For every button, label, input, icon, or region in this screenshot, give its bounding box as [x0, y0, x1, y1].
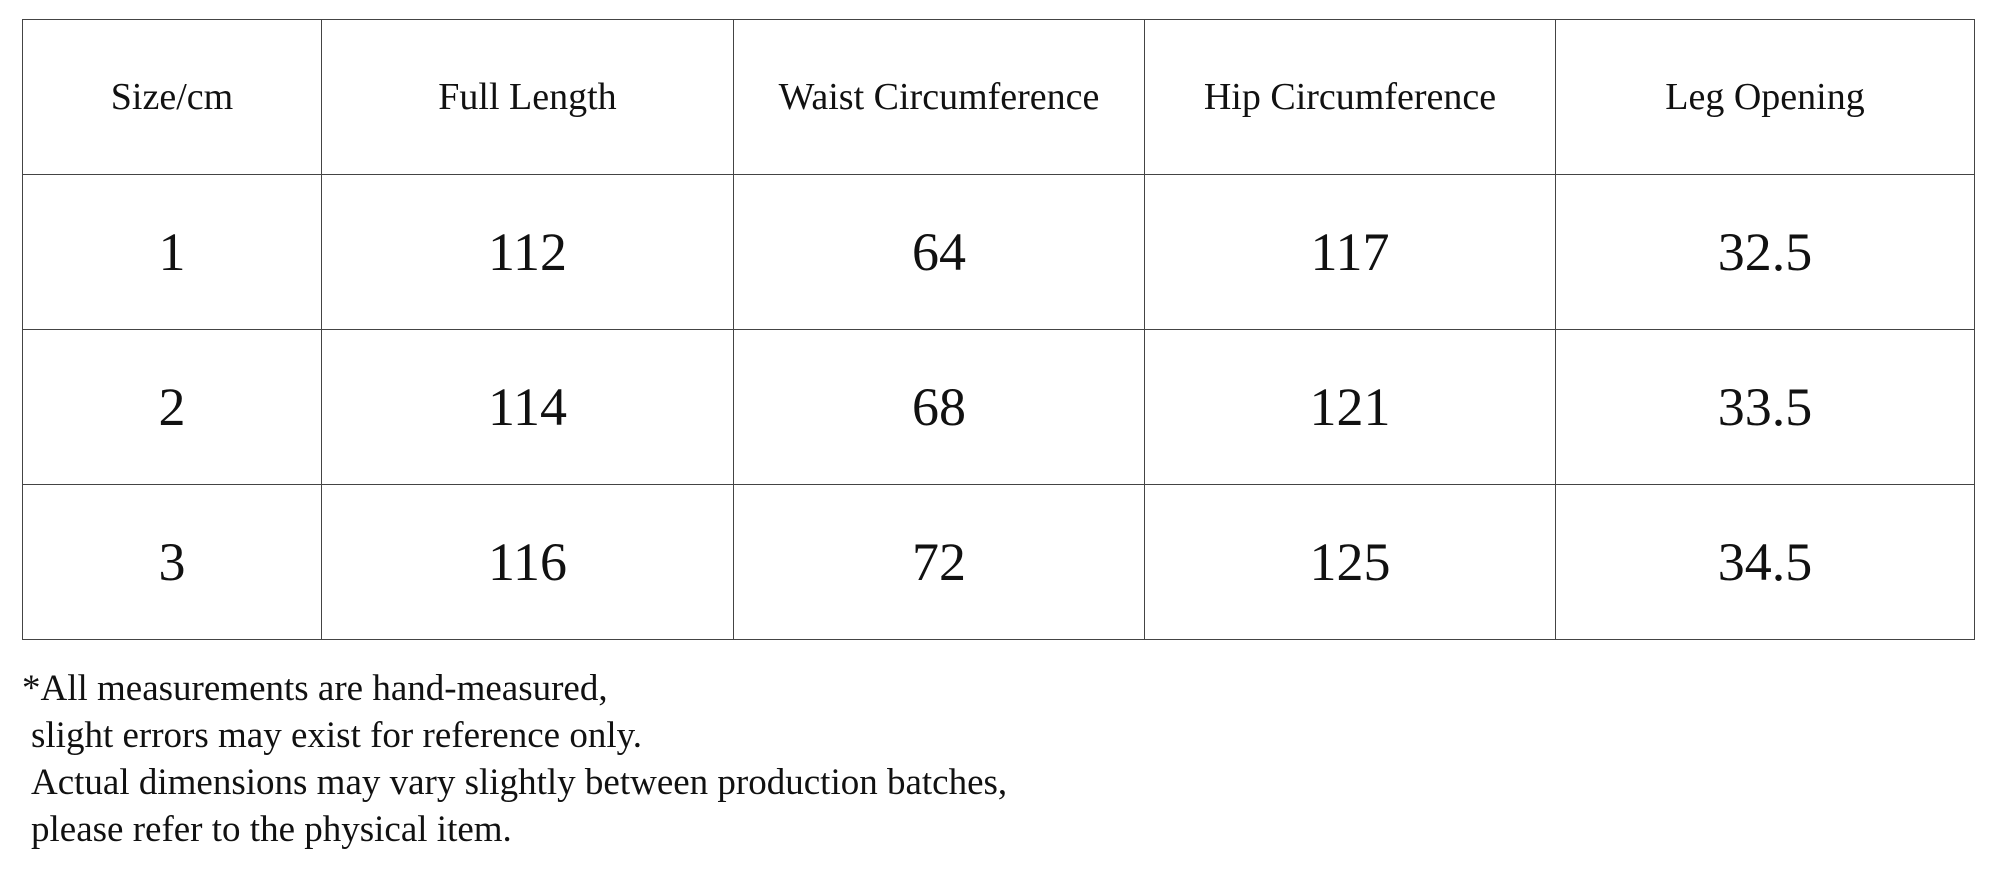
table-cell: 1 [22, 174, 322, 330]
table-cell: 32.5 [1555, 174, 1975, 330]
table-cell: 64 [733, 174, 1145, 330]
note-line: slight errors may exist for reference on… [31, 715, 642, 756]
note-line: please refer to the physical item. [31, 809, 512, 850]
table-cell: 72 [733, 484, 1145, 640]
table-cell: 121 [1144, 329, 1556, 485]
table-cell: 33.5 [1555, 329, 1975, 485]
header-cell: Waist Circumference [733, 19, 1145, 175]
table-cell: 2 [22, 329, 322, 485]
header-cell: Leg Opening [1555, 19, 1975, 175]
header-row: Size/cm Full Length Waist Circumference Hip… [22, 19, 1975, 175]
size-table: Size/cm Full Length Waist Circumference Hip… [22, 19, 1975, 640]
header-cell: Full Length [321, 19, 734, 175]
table-cell: 112 [321, 174, 734, 330]
note: *All measurements are hand-measured, slig… [22, 665, 1007, 853]
table-cell: 114 [321, 329, 734, 485]
table-cell: 68 [733, 329, 1145, 485]
table-row: 2 114 68 121 33.5 [22, 329, 1975, 485]
table-row: 1 112 64 117 32.5 [22, 174, 1975, 330]
header-cell: Hip Circumference [1144, 19, 1556, 175]
table-cell: 117 [1144, 174, 1556, 330]
table-row: 3 116 72 125 34.5 [22, 484, 1975, 640]
table-cell: 3 [22, 484, 322, 640]
table-cell: 125 [1144, 484, 1556, 640]
table-cell: 34.5 [1555, 484, 1975, 640]
note-line: Actual dimensions may vary slightly betw… [31, 762, 1008, 803]
note-line: *All measurements are hand-measured, [22, 668, 608, 709]
table-cell: 116 [321, 484, 734, 640]
table-body: 1 112 64 117 32.5 2 114 68 121 33.5 3 116 72 125 34.5 [22, 174, 1975, 640]
header-cell: Size/cm [22, 19, 322, 175]
